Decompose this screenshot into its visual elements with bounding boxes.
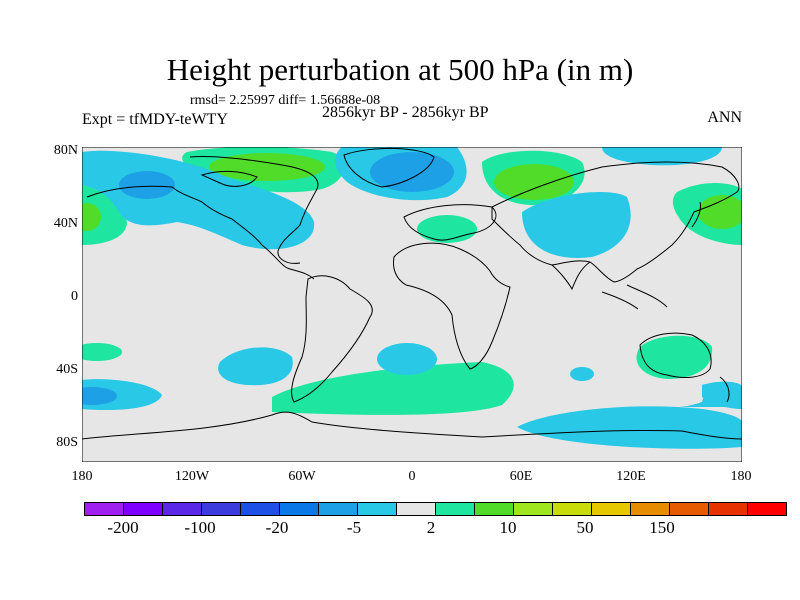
- colorbar-label-3: -20: [265, 518, 289, 537]
- lat-label-0: 0: [71, 289, 78, 304]
- plot-title: Height perturbation at 500 hPa (in m): [166, 52, 634, 87]
- antarctica: [82, 411, 742, 440]
- anomaly-indian-small: [570, 367, 594, 381]
- colorbar-label-6: 10: [499, 518, 517, 537]
- lon-label-180e: 180: [730, 469, 752, 484]
- asia: [491, 161, 740, 283]
- coastlines: [82, 148, 742, 440]
- lon-label-60e: 60E: [509, 469, 533, 484]
- colorbar-label-4: -5: [346, 518, 362, 537]
- japan: [691, 201, 701, 228]
- lon-label-0: 0: [408, 469, 416, 484]
- anomaly-greenland-core: [370, 152, 454, 192]
- anomaly-spacific-small: [82, 343, 122, 361]
- anomaly-russia-core: [494, 164, 574, 200]
- colorbar-swatch-15: [631, 503, 670, 515]
- colorbar-swatch-5: [241, 503, 280, 515]
- anomaly-npacific-west: [82, 185, 127, 245]
- anomaly-canada-core: [209, 153, 325, 181]
- colorbar-label-7: 50: [576, 518, 594, 537]
- lat-label-40s: 40S: [56, 362, 78, 377]
- indonesia: [601, 284, 668, 310]
- india: [551, 261, 591, 291]
- lon-label-120w: 120W: [174, 469, 210, 484]
- colorbar-label-5: 2: [426, 518, 436, 537]
- colorbar-swatch-9: [397, 503, 436, 515]
- europe: [403, 204, 497, 241]
- anomaly-central-asia: [522, 192, 631, 258]
- colorbar-swatch-11: [475, 503, 514, 515]
- anomaly-npacific-east-core: [698, 195, 742, 229]
- colorbar-label-8: 150: [649, 518, 675, 537]
- anomaly-spacific-east: [218, 347, 293, 386]
- anomaly-australia: [636, 335, 713, 379]
- colorbar-swatch-10: [436, 503, 475, 515]
- colorbar-swatch-13: [553, 503, 592, 515]
- colorbar-label-2: -100: [184, 518, 216, 537]
- experiment-label: Expt = tfMDY-teWTY: [82, 111, 228, 128]
- lat-label-80s: 80S: [56, 435, 78, 450]
- colorbar-swatch-7: [319, 503, 358, 515]
- map-plot: [82, 147, 742, 462]
- colorbar-swatch-4: [202, 503, 241, 515]
- lat-label-80n: 80N: [53, 143, 78, 158]
- coast-north-america-east: [189, 155, 319, 264]
- season-label: ANN: [707, 109, 742, 126]
- colorbar: [84, 502, 787, 516]
- lon-label-60w: 60W: [288, 469, 316, 484]
- anomaly-npacific-core: [119, 171, 175, 199]
- new-zealand: [719, 376, 730, 403]
- colorbar-swatch-1: [85, 503, 124, 515]
- stats-text: rmsd= 2.25997 diff= 1.56688e-08: [190, 93, 381, 108]
- colorbar-swatch-14: [592, 503, 631, 515]
- anomaly-npacific-west-core: [82, 203, 101, 231]
- anomaly-siberia: [602, 147, 722, 166]
- lon-label-120e: 120E: [616, 469, 646, 484]
- south-america: [291, 275, 373, 403]
- colorbar-swatch-16: [670, 503, 709, 515]
- positive-anomalies: [82, 147, 742, 415]
- colorbar-swatch-6: [280, 503, 319, 515]
- anomaly-spacific-west-core: [82, 387, 117, 405]
- africa: [393, 242, 511, 370]
- coast-north-america-west: [86, 185, 315, 280]
- anomaly-mediterranean: [417, 215, 477, 243]
- colorbar-swatch-17: [709, 503, 748, 515]
- colorbar-swatch-2: [124, 503, 163, 515]
- lat-label-40n: 40N: [53, 216, 78, 231]
- australia: [639, 332, 712, 378]
- anomaly-south-atlantic: [377, 343, 437, 375]
- colorbar-swatch-8: [358, 503, 397, 515]
- colorbar-swatch-3: [163, 503, 202, 515]
- anomaly-southern-ocean: [517, 389, 742, 449]
- greenland: [343, 148, 435, 188]
- colorbar-swatch-18: [748, 503, 786, 515]
- lon-label-180w: 180: [71, 469, 93, 484]
- colorbar-swatch-12: [514, 503, 553, 515]
- anomaly-south-pacific-east: [702, 381, 742, 409]
- hudson-bay: [200, 170, 258, 187]
- colorbar-label-1: -200: [107, 518, 139, 537]
- anomaly-southern-atlantic: [272, 362, 514, 415]
- period-label: 2856kyr BP - 2856kyr BP: [322, 104, 489, 121]
